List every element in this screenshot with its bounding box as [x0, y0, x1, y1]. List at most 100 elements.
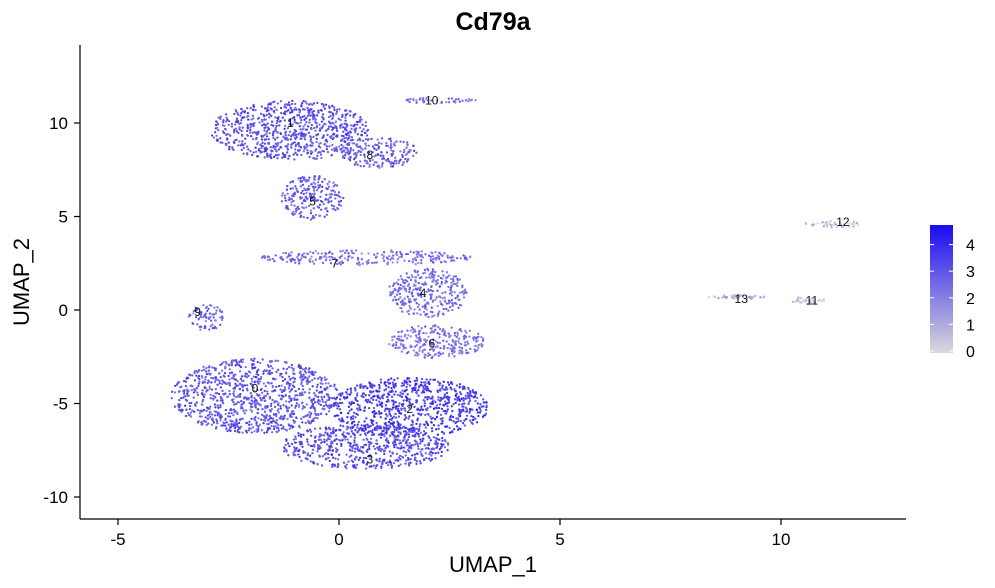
cell-point — [416, 419, 419, 422]
cell-point — [350, 249, 353, 252]
cell-point — [316, 154, 319, 157]
cell-point — [234, 138, 238, 142]
cell-point — [410, 326, 414, 329]
cell-point — [413, 299, 417, 302]
cell-point — [356, 399, 359, 403]
cell-point — [466, 342, 470, 345]
cell-point — [288, 406, 291, 409]
cell-point — [447, 97, 450, 100]
cell-point — [332, 122, 335, 125]
cell-point — [221, 424, 225, 427]
cell-point — [422, 331, 425, 335]
cell-point — [438, 403, 442, 406]
cell-point — [297, 252, 301, 256]
y-tick-label: -10 — [43, 488, 68, 507]
cell-point — [444, 260, 447, 264]
cell-point — [222, 421, 225, 424]
cell-point — [275, 370, 278, 373]
cell-point — [229, 407, 233, 411]
cell-point — [292, 199, 295, 203]
cell-point — [226, 118, 229, 121]
cell-point — [399, 250, 402, 254]
y-axis-label: UMAP_2 — [9, 238, 34, 326]
cell-point — [311, 452, 314, 455]
cell-point — [423, 339, 427, 342]
cell-point — [411, 276, 414, 279]
cell-point — [235, 384, 238, 387]
cell-point — [312, 181, 315, 184]
cell-point — [345, 125, 348, 128]
cell-point — [234, 120, 238, 124]
cell-point — [418, 288, 422, 291]
cell-point — [465, 351, 469, 355]
cell-point — [468, 335, 471, 338]
cell-point — [300, 391, 304, 394]
cell-point — [414, 334, 418, 337]
cell-point — [298, 441, 301, 444]
cell-point — [353, 436, 357, 439]
cell-point — [293, 212, 296, 216]
cell-point — [380, 465, 383, 468]
cell-point — [452, 428, 456, 431]
cell-point — [457, 97, 460, 101]
cell-point — [300, 104, 303, 107]
cell-point — [282, 367, 285, 370]
cell-point — [290, 251, 293, 254]
cluster-label-2: 2 — [406, 402, 413, 416]
cell-point — [401, 310, 404, 313]
cell-point — [393, 141, 396, 145]
cell-point — [320, 120, 324, 123]
cell-point — [397, 256, 401, 259]
cell-point — [329, 136, 333, 140]
cell-point — [301, 175, 304, 179]
cell-point — [384, 404, 388, 407]
cell-point — [415, 422, 418, 426]
cell-point — [453, 259, 456, 262]
cell-point — [325, 138, 328, 142]
cell-point — [263, 431, 266, 435]
cluster-9-points — [187, 303, 224, 331]
cell-point — [416, 305, 420, 309]
cell-point — [471, 418, 475, 422]
cell-point — [832, 223, 835, 226]
cell-point — [314, 129, 317, 132]
cell-point — [422, 310, 426, 314]
cell-point — [441, 277, 444, 280]
cell-point — [299, 211, 303, 214]
cell-point — [208, 312, 212, 315]
cell-point — [731, 296, 734, 300]
cell-point — [733, 296, 736, 300]
cell-point — [447, 383, 451, 386]
cell-point — [232, 392, 235, 395]
cell-point — [300, 102, 304, 105]
cell-point — [398, 292, 402, 296]
cell-point — [300, 137, 303, 140]
cell-point — [293, 116, 296, 119]
cell-point — [366, 128, 370, 132]
cell-point — [287, 101, 291, 104]
cell-point — [282, 153, 285, 156]
cell-point — [411, 403, 414, 406]
cell-point — [241, 116, 244, 119]
cell-point — [309, 135, 312, 138]
cell-point — [423, 313, 427, 316]
cell-point — [247, 118, 250, 121]
cell-point — [351, 142, 354, 145]
cell-point — [399, 447, 402, 450]
cell-point — [465, 348, 468, 352]
cell-point — [341, 439, 344, 442]
cell-point — [375, 439, 378, 442]
cell-point — [482, 401, 485, 404]
cell-point — [275, 124, 278, 128]
cell-point — [322, 407, 325, 411]
cell-point — [440, 386, 444, 389]
cell-point — [342, 135, 345, 138]
cell-point — [412, 149, 416, 153]
cell-point — [434, 400, 437, 404]
cell-point — [374, 467, 377, 470]
cell-point — [462, 399, 465, 402]
cell-point — [392, 254, 395, 257]
cell-point — [829, 219, 832, 223]
cell-point — [306, 378, 309, 382]
cell-point — [455, 302, 458, 306]
